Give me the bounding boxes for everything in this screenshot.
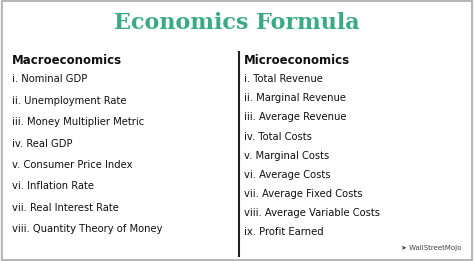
Text: iii. Average Revenue: iii. Average Revenue	[244, 112, 346, 122]
Text: i. Nominal GDP: i. Nominal GDP	[12, 74, 87, 84]
Text: vi. Inflation Rate: vi. Inflation Rate	[12, 181, 94, 191]
Text: i. Total Revenue: i. Total Revenue	[244, 74, 323, 84]
Text: ➤ WallStreetMojo: ➤ WallStreetMojo	[401, 245, 461, 251]
Text: vii. Real Interest Rate: vii. Real Interest Rate	[12, 203, 118, 213]
Text: v. Marginal Costs: v. Marginal Costs	[244, 151, 329, 161]
Text: iv. Real GDP: iv. Real GDP	[12, 139, 73, 149]
Text: iii. Money Multiplier Metric: iii. Money Multiplier Metric	[12, 117, 144, 127]
Text: ii. Unemployment Rate: ii. Unemployment Rate	[12, 96, 127, 106]
Text: ix. Profit Earned: ix. Profit Earned	[244, 227, 324, 237]
Text: vi. Average Costs: vi. Average Costs	[244, 170, 330, 180]
Text: ii. Marginal Revenue: ii. Marginal Revenue	[244, 93, 346, 103]
Text: viii. Quantity Theory of Money: viii. Quantity Theory of Money	[12, 224, 163, 234]
Text: Economics Formula: Economics Formula	[114, 12, 360, 34]
Text: Microeconomics: Microeconomics	[244, 54, 350, 67]
Text: viii. Average Variable Costs: viii. Average Variable Costs	[244, 208, 380, 218]
Text: Macroeconomics: Macroeconomics	[12, 54, 122, 67]
Text: iv. Total Costs: iv. Total Costs	[244, 132, 312, 141]
Text: vii. Average Fixed Costs: vii. Average Fixed Costs	[244, 189, 363, 199]
Text: v. Consumer Price Index: v. Consumer Price Index	[12, 160, 132, 170]
